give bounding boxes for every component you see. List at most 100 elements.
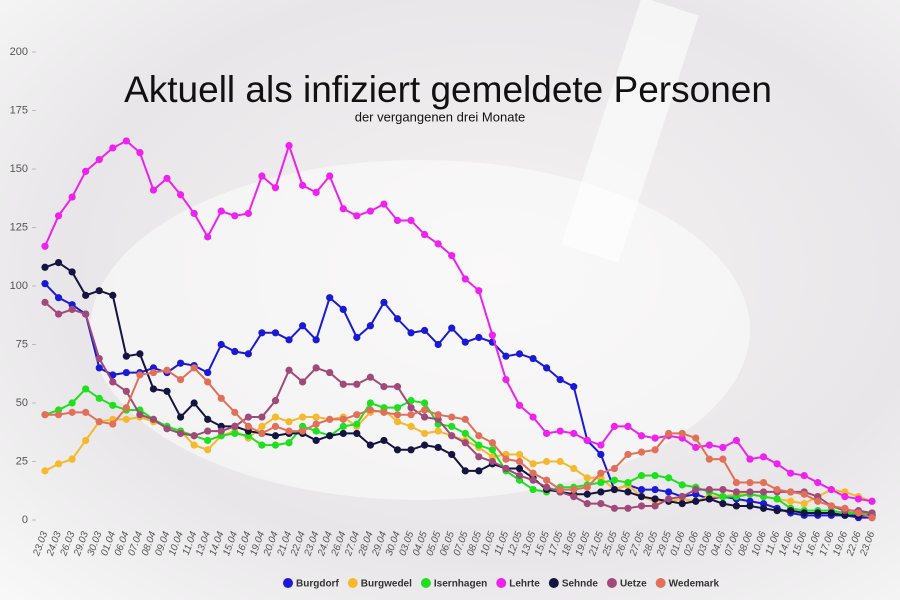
data-point [637, 502, 646, 510]
data-point [41, 242, 49, 250]
data-point [597, 478, 605, 487]
data-point [759, 453, 768, 461]
data-point [800, 500, 808, 508]
legend-marker [420, 578, 431, 588]
chart-title: Aktuell als infiziert gemeldete Personen [124, 69, 772, 110]
data-point [353, 380, 361, 388]
data-point [122, 352, 130, 360]
data-point [353, 333, 361, 342]
legend-label: Isernhagen [434, 579, 487, 590]
data-point [380, 200, 388, 208]
data-point [705, 485, 713, 494]
data-point [339, 422, 347, 430]
legend-marker [655, 578, 666, 588]
data-point [841, 504, 849, 512]
data-point [149, 186, 158, 194]
data-point [448, 413, 456, 421]
data-point [692, 434, 700, 442]
data-point [271, 441, 280, 449]
data-point [68, 193, 76, 201]
data-point [95, 354, 103, 363]
data-point [407, 422, 415, 430]
legend-marker [283, 578, 293, 588]
data-point [746, 455, 754, 463]
data-point [109, 291, 117, 299]
data-point [312, 427, 320, 435]
data-point [312, 413, 320, 421]
data-point [231, 347, 239, 356]
legend-label: Burgwedel [361, 579, 412, 590]
data-point [583, 490, 591, 498]
data-point [204, 427, 212, 435]
data-point [285, 427, 293, 435]
data-point [515, 401, 524, 409]
data-point [109, 378, 117, 386]
data-point [759, 504, 768, 512]
data-point [570, 493, 578, 501]
data-point [393, 383, 402, 391]
data-point [827, 502, 835, 510]
legend-marker [548, 578, 559, 588]
data-point [583, 436, 591, 445]
data-point [54, 259, 63, 267]
data-point [529, 485, 537, 494]
y-tick-label: 0 [22, 514, 28, 526]
data-point [353, 411, 361, 419]
y-tick-label: 100 [10, 280, 28, 292]
data-point [529, 469, 537, 477]
data-point [827, 485, 835, 494]
data-point [68, 268, 76, 276]
data-point [176, 376, 185, 384]
data-point [122, 387, 130, 395]
data-point [41, 467, 49, 475]
data-point [339, 380, 347, 388]
data-point [814, 478, 822, 487]
data-point [54, 411, 63, 419]
data-point [705, 441, 713, 449]
data-point [393, 404, 402, 412]
data-point [502, 464, 510, 473]
data-point [597, 441, 605, 449]
data-point [448, 450, 456, 459]
data-point [136, 350, 144, 358]
data-point [407, 446, 415, 454]
data-point [746, 502, 754, 510]
data-point [41, 263, 49, 271]
data-point [176, 429, 185, 438]
data-point [570, 485, 578, 494]
data-point [298, 427, 307, 435]
data-point [366, 441, 374, 449]
data-point [95, 364, 103, 372]
data-point [366, 207, 374, 215]
data-point [54, 212, 63, 220]
data-point [651, 446, 659, 454]
data-point [692, 497, 700, 505]
data-point [366, 399, 374, 407]
data-point [624, 504, 632, 512]
data-point [380, 408, 388, 416]
data-point [407, 411, 415, 419]
data-point [122, 368, 130, 377]
data-point [732, 478, 741, 487]
data-point [543, 457, 551, 466]
data-point [41, 411, 49, 419]
data-point [190, 441, 198, 449]
data-point [271, 397, 280, 405]
data-point [597, 469, 605, 477]
data-point [244, 422, 252, 430]
data-point [82, 167, 90, 175]
y-tick-label: 200 [10, 46, 28, 58]
data-point [149, 415, 158, 423]
data-point [380, 298, 388, 306]
data-point [624, 488, 632, 496]
data-point [149, 385, 158, 393]
data-point [109, 144, 117, 152]
data-point [800, 509, 808, 517]
data-point [326, 294, 334, 302]
data-point [271, 413, 280, 421]
data-point [326, 432, 334, 440]
data-point [556, 427, 564, 435]
data-point [366, 322, 374, 330]
